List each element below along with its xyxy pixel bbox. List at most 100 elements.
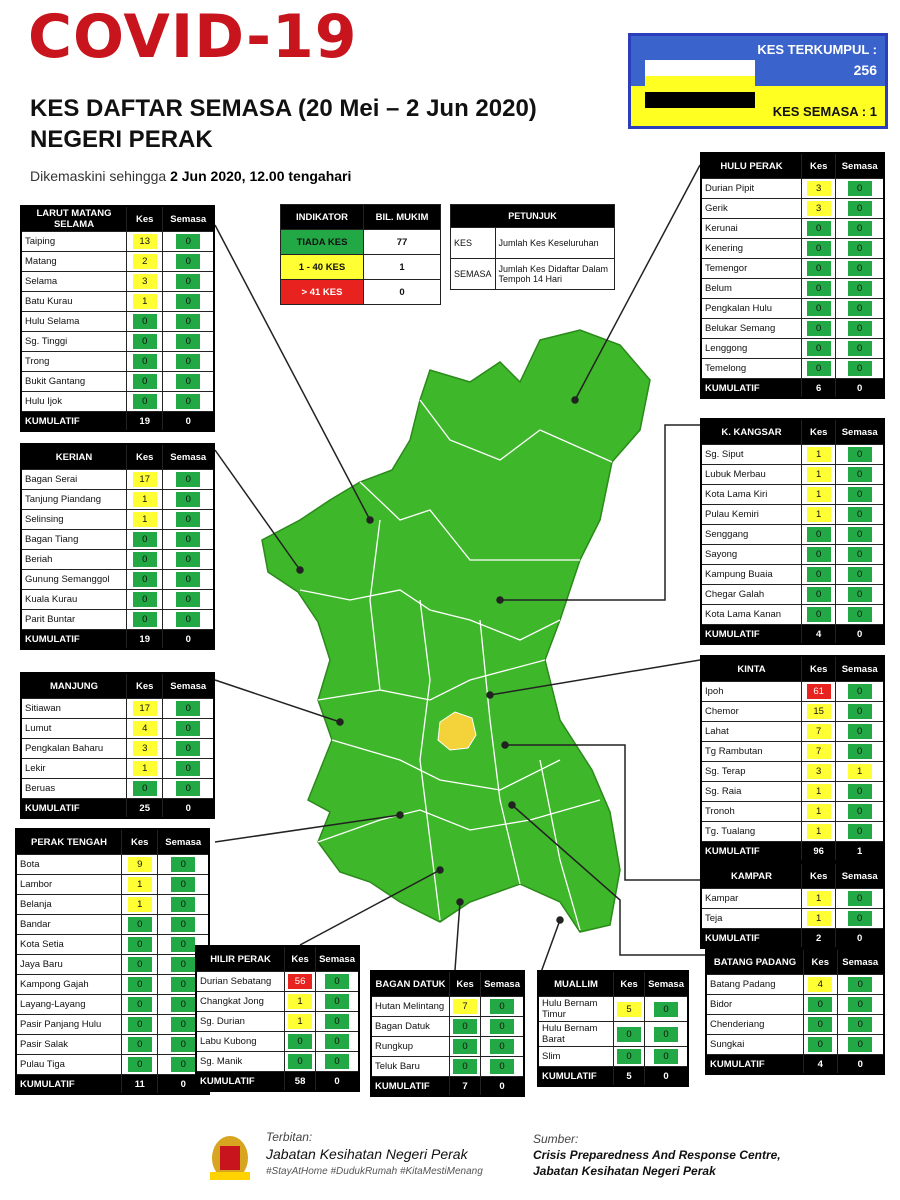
semasa-value: 0 xyxy=(847,181,872,196)
cell: 0 xyxy=(835,584,885,605)
kes-value: 0 xyxy=(132,354,157,369)
kes-value: 1 xyxy=(127,877,152,892)
cell: 0 xyxy=(835,318,885,339)
mukim-name: Bidor xyxy=(705,994,804,1015)
semasa-value: 0 xyxy=(176,592,201,607)
mukim-row: Gunung Semanggol 0 0 xyxy=(20,569,215,590)
header-row: KINTA Kes Semasa xyxy=(700,655,885,682)
cell: 0 xyxy=(835,741,885,762)
mukim-name: Kenering xyxy=(700,238,802,259)
cell: 0 xyxy=(120,1054,159,1075)
kes-value: 0 xyxy=(806,261,831,276)
mukim-name: Gunung Semanggol xyxy=(20,569,127,590)
cell: 0 xyxy=(162,231,215,252)
total-label: KUMULATIF xyxy=(700,928,802,949)
leader-dot xyxy=(436,866,444,874)
leader-line xyxy=(574,164,701,401)
mukim-row: Batu Kurau 1 0 xyxy=(20,291,215,312)
semasa-value: 0 xyxy=(847,321,872,336)
total-semasa: 0 xyxy=(480,1076,525,1097)
semasa-value: 0 xyxy=(847,261,872,276)
cell: 17 xyxy=(125,469,164,490)
perak-flag xyxy=(645,60,755,108)
footer: Terbitan: Jabatan Kesihatan Negeri Perak… xyxy=(200,1128,900,1198)
indicator-label: 1 - 40 KES xyxy=(280,254,364,280)
cell: 0 xyxy=(800,584,837,605)
mukim-row: Tg. Tualang 1 0 xyxy=(700,821,885,842)
column-header: Semasa xyxy=(162,443,215,470)
mukim-name: Pulau Kemiri xyxy=(700,504,802,525)
mukim-name: Hulu Bernam Barat xyxy=(537,1021,615,1047)
district-name: KERIAN xyxy=(20,443,127,470)
mukim-row: Durian Sebatang 56 0 xyxy=(195,971,360,992)
district-table: KAMPAR Kes Semasa Kampar 1 0 Teja 1 0 KUMULATIF 2 0 xyxy=(700,862,885,949)
cell: 4 xyxy=(803,974,838,995)
total-semasa: 0 xyxy=(315,1071,360,1092)
mukim-name: Kampong Gajah xyxy=(15,974,122,995)
cell: 0 xyxy=(162,758,215,779)
indicator-row: 1 - 40 KES 1 xyxy=(280,254,441,280)
mukim-name: Bagan Serai xyxy=(20,469,127,490)
mukim-name: Sg. Siput xyxy=(700,444,802,465)
mukim-name: Kota Lama Kiri xyxy=(700,484,802,505)
updated-date: 2 Jun 2020, 12.00 tengahari xyxy=(170,168,352,184)
mukim-row: Sitiawan 17 0 xyxy=(20,698,215,719)
total-row: KUMULATIF 4 0 xyxy=(700,624,885,645)
district-table: HULU PERAK Kes Semasa Durian Pipit 3 0 Gerik 3 0… xyxy=(700,152,885,399)
mukim-name: Lekir xyxy=(20,758,127,779)
total-kes: 19 xyxy=(125,629,164,650)
district-table: BAGAN DATUK Kes Semasa Hutan Melintang 7 0 Bag… xyxy=(370,970,525,1097)
kes-value: 0 xyxy=(132,781,157,796)
district-name: MANJUNG xyxy=(20,672,127,699)
mukim-name: Changkat Jong xyxy=(195,991,286,1012)
mukim-row: Chemor 15 0 xyxy=(700,701,885,722)
column-header: Kes xyxy=(125,443,164,470)
leader-line xyxy=(539,919,561,976)
mukim-name: Tg Rambutan xyxy=(700,741,802,762)
leader-dot xyxy=(501,741,509,749)
kes-value: 0 xyxy=(806,547,831,562)
cell: 0 xyxy=(835,358,885,379)
mukim-name: Lubuk Merbau xyxy=(700,464,802,485)
mukim-name: Kota Lama Kanan xyxy=(700,604,802,625)
cell: 0 xyxy=(835,701,885,722)
header-cell: PETUNJUK xyxy=(450,204,615,228)
kes-value: 0 xyxy=(127,917,152,932)
kes-value: 1 xyxy=(132,761,157,776)
mukim-row: Hutan Melintang 7 0 xyxy=(370,996,525,1017)
mukim-name: Beriah xyxy=(20,549,127,570)
total-row: KUMULATIF 58 0 xyxy=(195,1071,360,1092)
district-name: BAGAN DATUK xyxy=(370,970,451,997)
kes-value: 7 xyxy=(806,724,831,739)
kes-value: 0 xyxy=(132,552,157,567)
cell: 56 xyxy=(284,971,317,992)
kes-value: 1 xyxy=(806,891,831,906)
cell: 0 xyxy=(835,721,885,742)
semasa-value: 0 xyxy=(176,472,201,487)
header-row: PERAK TENGAH Kes Semasa xyxy=(15,828,210,855)
mukim-row: Temengor 0 0 xyxy=(700,258,885,279)
district-name: BATANG PADANG xyxy=(705,948,804,975)
mukim-row: Parit Buntar 0 0 xyxy=(20,609,215,630)
mukim-name: Temelong xyxy=(700,358,802,379)
total-semasa: 0 xyxy=(162,411,215,432)
mukim-name: Batu Kurau xyxy=(20,291,127,312)
semasa-value: 0 xyxy=(847,361,872,376)
mukim-name: Sg. Raia xyxy=(700,781,802,802)
mukim-row: Kampung Buaia 0 0 xyxy=(700,564,885,585)
leader-dot xyxy=(486,691,494,699)
column-header: Semasa xyxy=(157,828,210,855)
cell: 1 xyxy=(800,821,837,842)
semasa-value: 0 xyxy=(176,781,201,796)
mukim-name: Pulau Tiga xyxy=(15,1054,122,1075)
kes-value: 0 xyxy=(132,532,157,547)
kes-value: 1 xyxy=(132,294,157,309)
mukim-name: Pasir Salak xyxy=(15,1034,122,1055)
legend-term: KES xyxy=(450,227,496,259)
column-header: Semasa xyxy=(315,945,360,972)
leader-line xyxy=(454,901,461,971)
indicator-count: 77 xyxy=(363,229,441,255)
header-cell: BIL. MUKIM xyxy=(363,204,441,230)
mukim-row: Bandar 0 0 xyxy=(15,914,210,935)
leader-dot xyxy=(556,916,564,924)
